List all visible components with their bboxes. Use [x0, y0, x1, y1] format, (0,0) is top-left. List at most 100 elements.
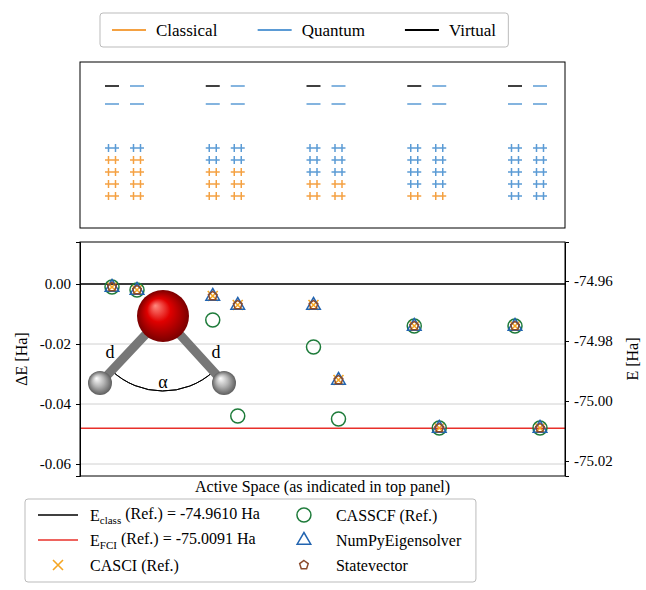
orbital-electron	[234, 180, 236, 188]
orbital-level	[432, 85, 446, 87]
orbital-electron	[309, 168, 311, 176]
annotation: α	[158, 372, 168, 392]
orbital-electron	[511, 156, 513, 164]
legend-label: EFCI(Ref.) = -75.0091 Ha	[90, 530, 256, 551]
orbital-electron	[410, 168, 412, 176]
orbital-level	[206, 147, 220, 149]
legend-swatch	[258, 29, 292, 31]
marker	[508, 319, 522, 333]
orbital-level	[533, 159, 547, 161]
orbital-level	[206, 171, 220, 173]
grid	[80, 284, 565, 464]
marker	[533, 421, 547, 435]
orbital-electron	[442, 156, 444, 164]
y2-axis: -74.96-74.98-75.00-75.02	[565, 243, 613, 477]
legend-label: CASSCF (Ref.)	[336, 507, 437, 525]
marker	[133, 286, 142, 294]
tick-label: -0.04	[40, 396, 72, 412]
orbital-electron	[536, 144, 538, 152]
legend-swatch	[405, 29, 439, 31]
orbital-electron	[216, 180, 218, 188]
orbital-electron	[133, 192, 135, 200]
legend-label-main: E	[90, 532, 100, 549]
orbital-level	[332, 195, 346, 197]
orbital-level	[533, 171, 547, 173]
orbital-electron	[241, 168, 243, 176]
tick-label: -0.06	[40, 456, 72, 472]
legend-label: Quantum	[302, 21, 365, 40]
marker	[208, 292, 217, 300]
orbital-electron	[334, 156, 336, 164]
orbital-legend: ClassicalQuantumVirtual	[100, 13, 508, 47]
orbital-level	[332, 183, 346, 185]
tick-label: -0.02	[40, 336, 71, 352]
orbital-level	[231, 171, 245, 173]
marker	[432, 421, 446, 433]
orbital-electron	[241, 156, 243, 164]
legend-label-rest: (Ref.) = -74.9610 Ha	[125, 505, 260, 523]
orbital-electron	[410, 180, 412, 188]
tick: -0.04	[40, 396, 80, 412]
orbital-electron	[115, 144, 117, 152]
orbital-electron	[316, 156, 318, 164]
orbital-electron	[108, 180, 110, 188]
orbital-level	[332, 103, 346, 105]
marker	[105, 280, 119, 294]
orbital-level	[130, 195, 144, 197]
orbital-electron	[133, 144, 135, 152]
orbital-level	[407, 183, 421, 185]
orbital-electron	[511, 180, 513, 188]
marker	[309, 301, 318, 309]
orbital-level	[332, 171, 346, 173]
marker	[130, 283, 144, 295]
orbital-electron	[435, 156, 437, 164]
marker	[231, 409, 245, 423]
orbital-level	[332, 159, 346, 161]
marker	[435, 424, 444, 432]
molecule	[88, 290, 236, 395]
orbital-electron	[115, 180, 117, 188]
orbital-level	[508, 159, 522, 161]
y-axis-line	[76, 243, 81, 477]
orbital-level	[206, 183, 220, 185]
marker	[410, 322, 419, 330]
orbital-level	[130, 85, 144, 87]
series	[107, 282, 545, 433]
marker	[407, 319, 421, 333]
orbital-electron	[543, 156, 545, 164]
orbital-level	[130, 159, 144, 161]
orbital-electron	[536, 156, 538, 164]
marker	[206, 289, 220, 301]
orbital-electron	[241, 144, 243, 152]
marker	[105, 280, 119, 292]
orbital-level	[407, 171, 421, 173]
orbital-level	[130, 147, 144, 149]
orbital-level	[533, 103, 547, 105]
tick-label: -75.02	[574, 453, 613, 469]
marker	[233, 301, 242, 309]
orbital-level	[206, 103, 220, 105]
orbital-electron	[140, 168, 142, 176]
orbital-electron	[216, 156, 218, 164]
orbital-level	[432, 159, 446, 161]
orbital-electron	[216, 168, 218, 176]
marker	[508, 319, 522, 331]
legend-label: CASCI (Ref.)	[90, 557, 179, 575]
orbital-electron	[108, 168, 110, 176]
tick-mark	[76, 404, 80, 405]
orbital-level	[508, 195, 522, 197]
tick: -0.02	[40, 336, 80, 352]
orbital-level	[130, 171, 144, 173]
marker	[206, 313, 220, 327]
orbital-level	[130, 103, 144, 105]
orbital-level	[307, 159, 321, 161]
orbital-electron	[442, 168, 444, 176]
legend-swatch	[38, 514, 78, 516]
legend-label: Eclass(Ref.) = -74.9610 Ha	[90, 505, 260, 526]
orbital-level	[206, 195, 220, 197]
orbital-level	[533, 85, 547, 87]
orbital-panel	[80, 62, 565, 228]
hydrogen-atom	[212, 371, 236, 395]
tick-mark	[76, 344, 80, 345]
orbital-electron	[511, 144, 513, 152]
